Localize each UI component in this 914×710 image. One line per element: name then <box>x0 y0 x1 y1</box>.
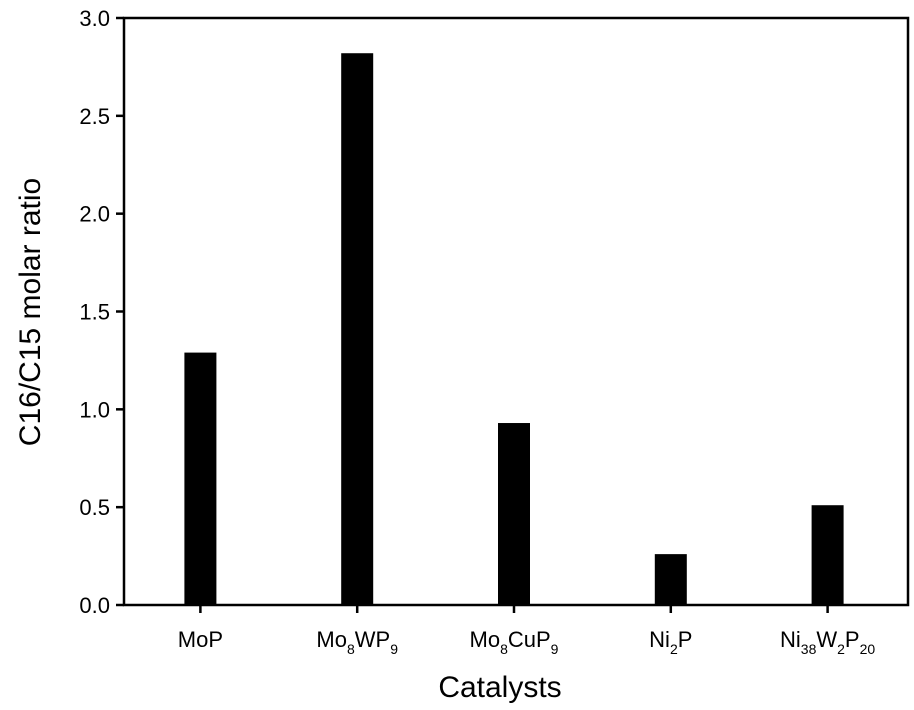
bar <box>811 505 844 605</box>
x-tick-label-part: WP <box>355 627 390 652</box>
x-axis-ticks: MoP Mo8WP9 Mo8CuP9 Ni2P Ni38W2P20 <box>178 605 875 657</box>
x-tick-label-part: W <box>816 627 837 652</box>
x-tick-label-part: Ni <box>649 627 670 652</box>
bar <box>498 423 530 605</box>
x-tick-label-subscript: 8 <box>347 641 355 657</box>
bar <box>184 352 217 605</box>
x-axis-title: Catalysts <box>438 671 561 704</box>
y-tick-label: 0.0 <box>79 593 110 618</box>
y-tick-label: 0.5 <box>79 495 110 520</box>
x-tick-label: Ni2P <box>649 627 692 657</box>
y-axis-title: C16/C15 molar ratio <box>14 178 47 446</box>
bar <box>654 554 687 605</box>
x-tick-label-subscript: 8 <box>500 641 508 657</box>
x-tick-label-part: Mo <box>316 627 347 652</box>
y-tick-label: 1.5 <box>79 300 110 325</box>
bars <box>184 53 844 606</box>
x-tick-label: Mo8CuP9 <box>470 627 559 657</box>
x-tick-label: Ni38W2P20 <box>780 627 875 657</box>
x-tick-label-part: P <box>845 627 860 652</box>
x-tick-label: MoP <box>178 627 223 652</box>
x-tick-label-subscript: 20 <box>860 641 876 657</box>
x-tick-label-part: Mo <box>470 627 501 652</box>
y-axis-ticks: 0.0 0.5 1.0 1.5 2.0 2.5 3.0 <box>79 6 124 618</box>
x-tick-label-subscript: 2 <box>670 641 678 657</box>
x-tick-label-part: P <box>678 627 693 652</box>
x-tick-label-subscript: 9 <box>551 641 559 657</box>
x-tick-label-subscript: 9 <box>390 641 398 657</box>
y-tick-label: 2.5 <box>79 104 110 129</box>
x-tick-label-subscript: 38 <box>801 641 817 657</box>
x-tick-label-part: MoP <box>178 627 223 652</box>
x-tick-label-part: Ni <box>780 627 801 652</box>
bar <box>341 53 374 606</box>
y-tick-label: 3.0 <box>79 6 110 31</box>
y-tick-label: 2.0 <box>79 202 110 227</box>
x-tick-label: Mo8WP9 <box>316 627 398 657</box>
x-tick-label-part: CuP <box>508 627 551 652</box>
x-tick-label-subscript: 2 <box>837 641 845 657</box>
y-tick-label: 1.0 <box>79 397 110 422</box>
